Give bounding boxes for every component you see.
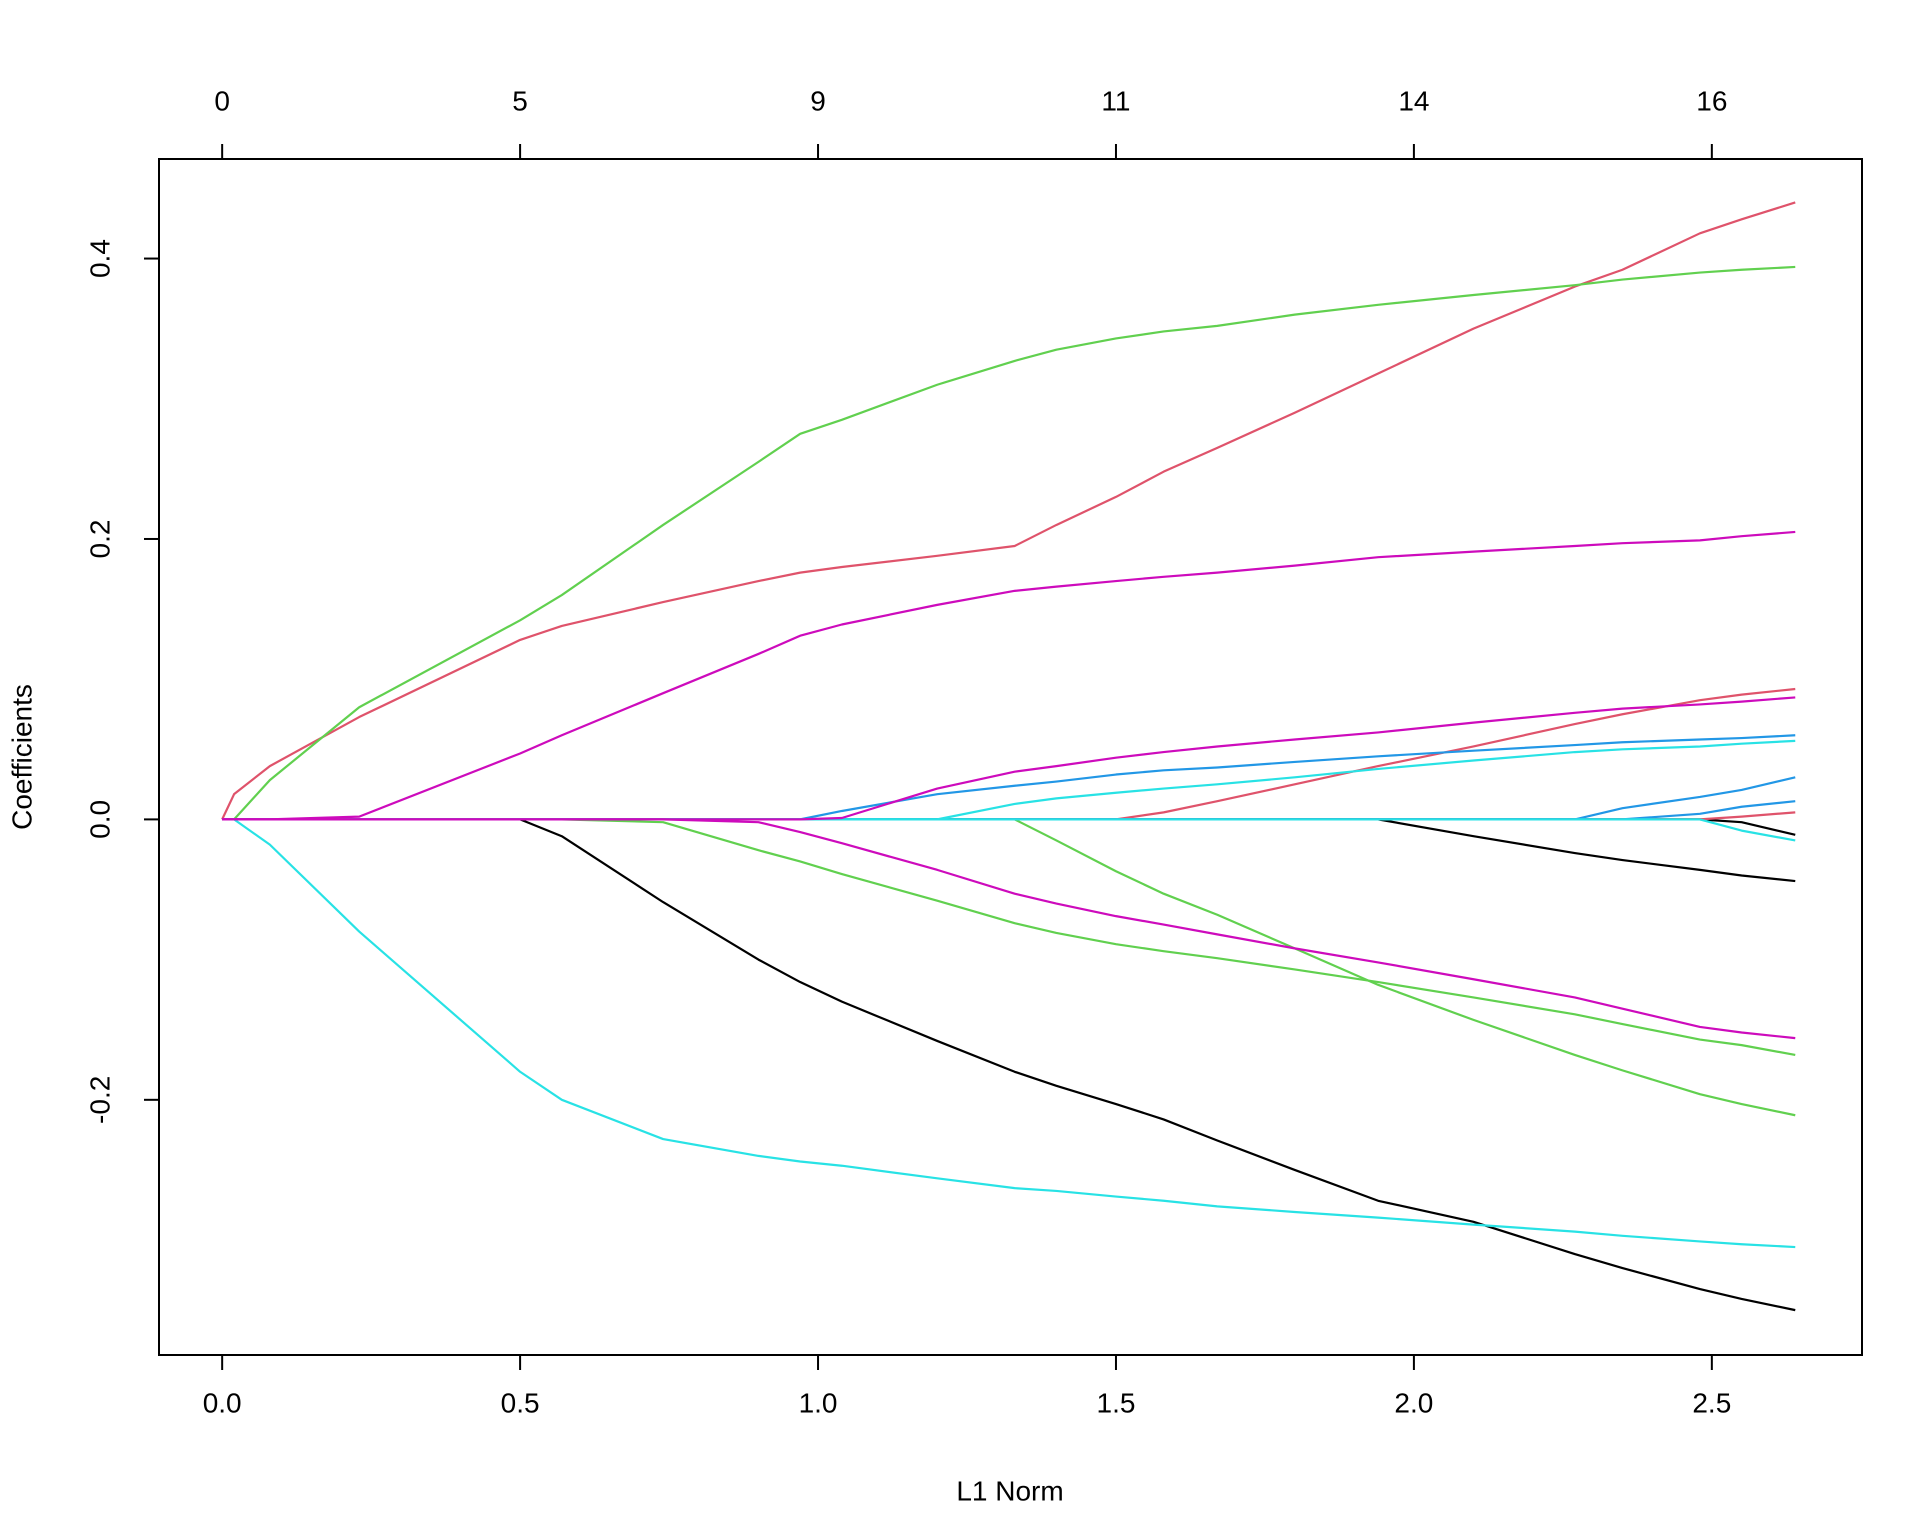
y-tick-label: 0.4 xyxy=(84,239,115,278)
y-tick-label: -0.2 xyxy=(84,1076,115,1124)
coefficient-path xyxy=(222,818,1796,842)
coefficient-path xyxy=(222,818,1796,1249)
coefficient-path xyxy=(222,818,1796,883)
y-tick-label: 0.2 xyxy=(84,520,115,559)
coefficient-path xyxy=(222,818,1796,1040)
coefficient-path xyxy=(222,739,1796,821)
x-tick-label: 1.5 xyxy=(1097,1387,1136,1418)
x-tick-label: 0.5 xyxy=(501,1387,540,1418)
x2-tick-label: 9 xyxy=(810,85,826,116)
coefficient-path xyxy=(222,800,1796,821)
y-axis-label: Coefficients xyxy=(6,684,37,830)
x2-tick-label: 0 xyxy=(214,85,230,116)
coefficient-path xyxy=(222,818,1796,836)
coefficient-path xyxy=(222,265,1796,821)
y-tick-label: 0.0 xyxy=(84,800,115,839)
x-tick-label: 0.0 xyxy=(203,1387,242,1418)
coefficient-path xyxy=(222,696,1796,821)
x2-tick-label: 14 xyxy=(1398,85,1429,116)
x-tick-label: 2.5 xyxy=(1692,1387,1731,1418)
coefficient-path xyxy=(222,776,1796,821)
x2-tick-label: 5 xyxy=(512,85,528,116)
x2-tick-label: 11 xyxy=(1101,85,1130,116)
coefficient-path xyxy=(222,818,1796,1057)
x2-tick-label: 16 xyxy=(1696,85,1727,116)
coefficient-path xyxy=(222,530,1796,821)
x-tick-label: 2.0 xyxy=(1394,1387,1433,1418)
x-tick-label: 1.0 xyxy=(799,1387,838,1418)
coefficient-path xyxy=(222,818,1796,1117)
x-axis-label: L1 Norm xyxy=(956,1475,1063,1506)
plot-frame xyxy=(158,158,1863,1356)
